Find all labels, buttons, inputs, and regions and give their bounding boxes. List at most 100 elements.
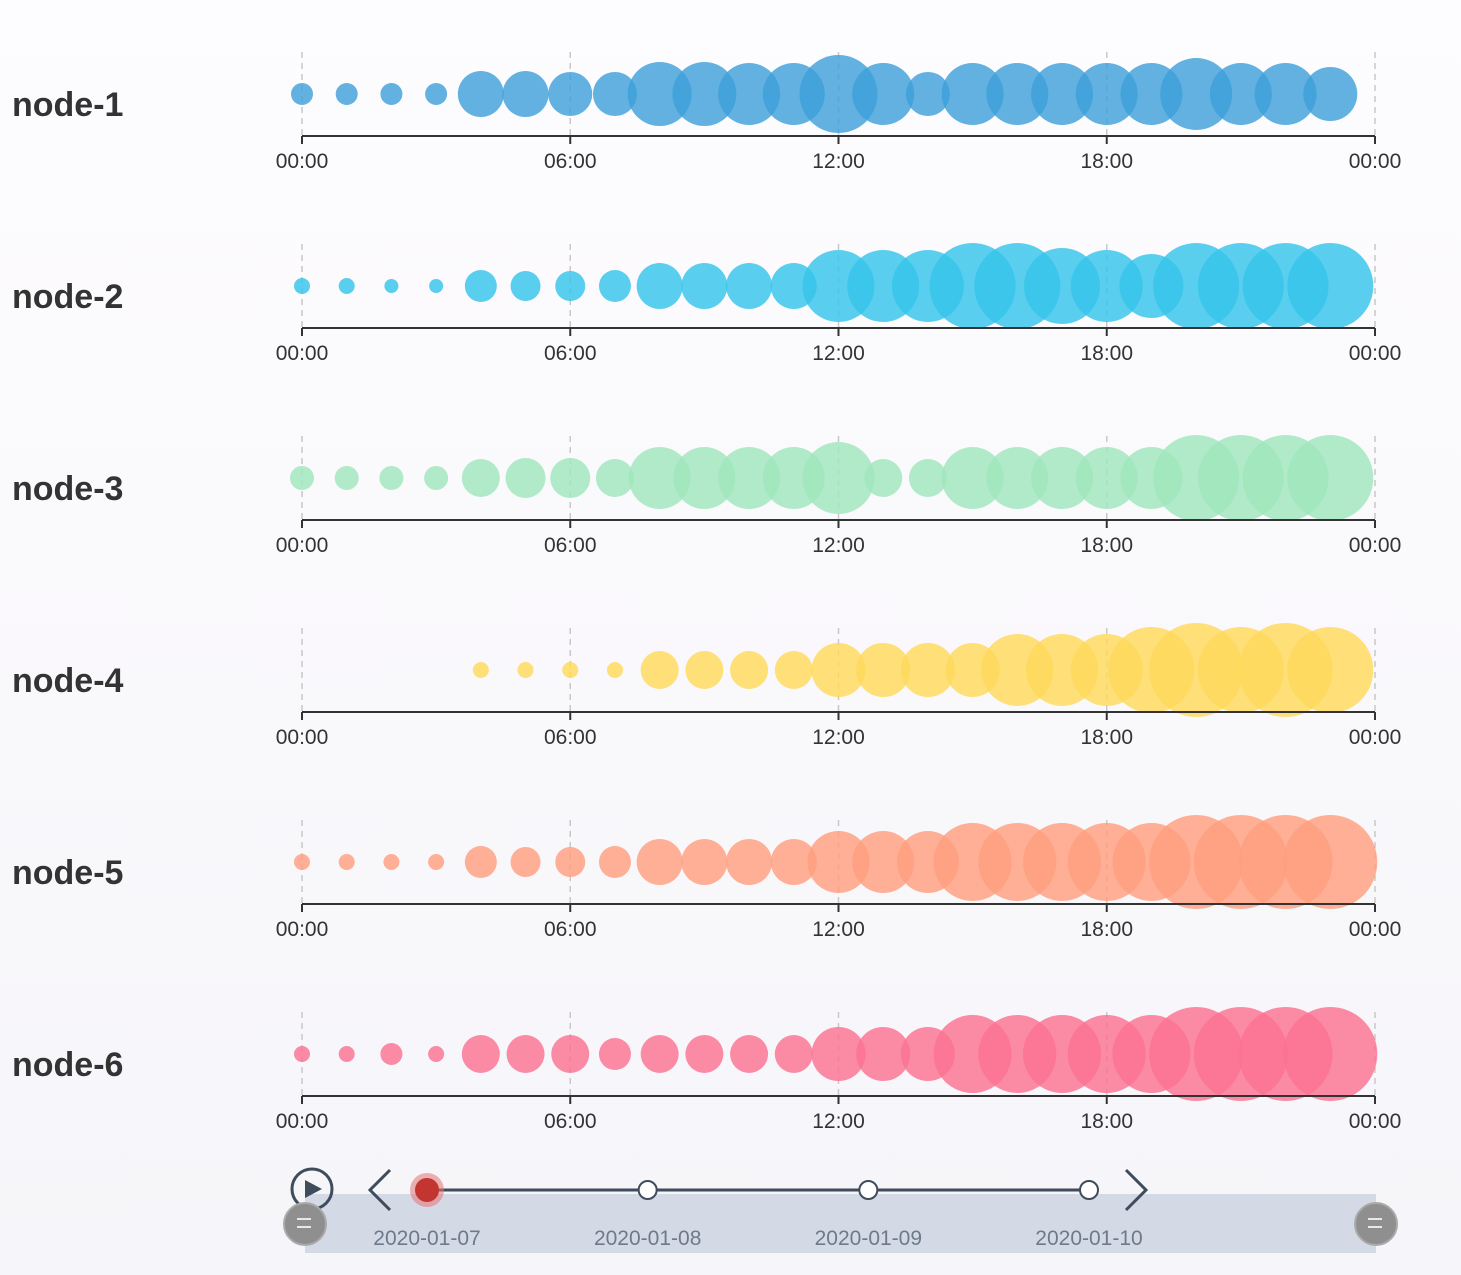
bubble[interactable] bbox=[334, 466, 359, 490]
bubble[interactable] bbox=[627, 62, 692, 126]
timeline-point[interactable] bbox=[1079, 1180, 1099, 1200]
bubble[interactable] bbox=[718, 63, 781, 125]
bubble[interactable] bbox=[595, 459, 634, 497]
bubble[interactable] bbox=[726, 263, 773, 309]
bubble[interactable] bbox=[510, 847, 541, 877]
datazoom-handle-right[interactable] bbox=[1354, 1202, 1398, 1246]
bubble[interactable] bbox=[338, 278, 355, 294]
bubble[interactable] bbox=[502, 71, 549, 117]
bubble[interactable] bbox=[461, 1035, 500, 1073]
bubble[interactable] bbox=[685, 651, 724, 689]
bubble[interactable] bbox=[425, 83, 448, 105]
datazoom-track[interactable] bbox=[305, 1194, 1376, 1253]
bubble[interactable] bbox=[640, 651, 679, 689]
bubble[interactable] bbox=[856, 643, 911, 697]
bubble[interactable] bbox=[592, 72, 637, 116]
bubble[interactable] bbox=[428, 1046, 445, 1062]
bubble[interactable] bbox=[1283, 815, 1378, 909]
bubble[interactable] bbox=[457, 71, 504, 117]
bubble[interactable] bbox=[1287, 627, 1374, 713]
bubble[interactable] bbox=[380, 1043, 403, 1065]
bubble[interactable] bbox=[1075, 63, 1138, 125]
bubble[interactable] bbox=[811, 643, 866, 697]
bubble[interactable] bbox=[685, 1035, 724, 1073]
bubble[interactable] bbox=[730, 1035, 769, 1073]
bubble[interactable] bbox=[1031, 63, 1094, 125]
bubble[interactable] bbox=[864, 459, 903, 497]
bubble[interactable] bbox=[1209, 63, 1272, 125]
bubble[interactable] bbox=[1283, 1007, 1378, 1101]
bubble[interactable] bbox=[941, 63, 1004, 125]
bubble[interactable] bbox=[941, 447, 1004, 509]
bubble[interactable] bbox=[1160, 58, 1233, 130]
bubble[interactable] bbox=[1287, 243, 1374, 329]
bubble[interactable] bbox=[802, 442, 875, 514]
timeline-current-point[interactable] bbox=[415, 1178, 439, 1202]
bubble[interactable] bbox=[461, 459, 500, 497]
bubble[interactable] bbox=[338, 1046, 355, 1062]
bubble[interactable] bbox=[338, 854, 355, 870]
bubble[interactable] bbox=[555, 847, 586, 877]
bubble[interactable] bbox=[384, 279, 399, 293]
bubble[interactable] bbox=[640, 1035, 679, 1073]
bubble[interactable] bbox=[506, 1035, 545, 1073]
bubble[interactable] bbox=[852, 831, 915, 893]
bubble[interactable] bbox=[562, 662, 579, 678]
bubble[interactable] bbox=[510, 271, 541, 301]
bubble[interactable] bbox=[905, 72, 950, 116]
bubble[interactable] bbox=[505, 458, 546, 498]
bubble[interactable] bbox=[472, 662, 489, 678]
bubble[interactable] bbox=[986, 63, 1049, 125]
bubble[interactable] bbox=[681, 263, 728, 309]
datazoom-handle-left[interactable] bbox=[283, 1202, 327, 1246]
bubble[interactable] bbox=[774, 651, 813, 689]
bubble[interactable] bbox=[550, 458, 591, 498]
chevron-right-icon[interactable] bbox=[1124, 1168, 1149, 1212]
bubble[interactable] bbox=[799, 55, 878, 133]
bubble[interactable] bbox=[681, 839, 728, 885]
bubble[interactable] bbox=[464, 270, 497, 302]
bubble[interactable] bbox=[548, 72, 593, 116]
bubble[interactable] bbox=[672, 62, 737, 126]
timeline-point[interactable] bbox=[858, 1180, 879, 1200]
bubble[interactable] bbox=[807, 831, 870, 893]
bubble[interactable] bbox=[636, 839, 683, 885]
bubble[interactable] bbox=[428, 854, 445, 870]
timeline-date-label[interactable]: 2020-01-08 bbox=[594, 1227, 701, 1250]
bubble[interactable] bbox=[628, 447, 691, 509]
bubble[interactable] bbox=[986, 447, 1049, 509]
bubble[interactable] bbox=[636, 263, 683, 309]
timeline-date-label[interactable]: 2020-01-09 bbox=[815, 1227, 922, 1250]
timeline-point[interactable] bbox=[637, 1180, 658, 1200]
bubble[interactable] bbox=[852, 63, 915, 125]
bubble[interactable] bbox=[900, 643, 955, 697]
bubble[interactable] bbox=[291, 83, 313, 105]
bubble[interactable] bbox=[774, 1035, 813, 1073]
bubble[interactable] bbox=[294, 278, 310, 294]
bubble[interactable] bbox=[1303, 67, 1358, 121]
bubble[interactable] bbox=[1254, 63, 1317, 125]
bubble[interactable] bbox=[770, 839, 817, 885]
timeline-date-label[interactable]: 2020-01-10 bbox=[1035, 1227, 1142, 1250]
bubble[interactable] bbox=[555, 271, 586, 301]
bubble[interactable] bbox=[856, 1027, 911, 1081]
bubble[interactable] bbox=[294, 1046, 310, 1062]
bubble[interactable] bbox=[1031, 447, 1094, 509]
bubble[interactable] bbox=[718, 447, 781, 509]
bubble[interactable] bbox=[290, 466, 314, 490]
bubble[interactable] bbox=[383, 854, 400, 870]
bubble[interactable] bbox=[811, 1027, 866, 1081]
timeline-date-label[interactable]: 2020-01-07 bbox=[373, 1227, 480, 1250]
bubble[interactable] bbox=[429, 279, 444, 293]
bubble[interactable] bbox=[1075, 447, 1138, 509]
bubble[interactable] bbox=[1287, 435, 1374, 521]
bubble[interactable] bbox=[1070, 250, 1143, 322]
bubble[interactable] bbox=[335, 83, 358, 105]
bubble[interactable] bbox=[606, 662, 623, 678]
bubble[interactable] bbox=[551, 1035, 590, 1073]
bubble[interactable] bbox=[598, 270, 631, 302]
bubble[interactable] bbox=[726, 839, 773, 885]
bubble[interactable] bbox=[424, 466, 449, 490]
bubble[interactable] bbox=[380, 83, 403, 105]
bubble[interactable] bbox=[598, 846, 631, 878]
